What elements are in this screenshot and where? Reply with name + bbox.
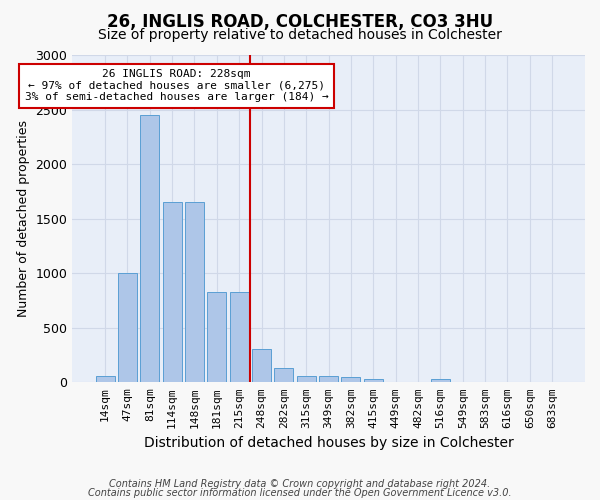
Bar bbox=[252, 349, 271, 382]
Text: 26 INGLIS ROAD: 228sqm
← 97% of detached houses are smaller (6,275)
3% of semi-d: 26 INGLIS ROAD: 228sqm ← 97% of detached… bbox=[25, 69, 328, 102]
Bar bbox=[163, 202, 182, 382]
Bar bbox=[118, 273, 137, 382]
Bar bbox=[140, 115, 159, 382]
Y-axis label: Number of detached properties: Number of detached properties bbox=[17, 120, 30, 317]
Bar bbox=[274, 368, 293, 382]
Bar bbox=[208, 292, 226, 382]
Bar bbox=[297, 376, 316, 382]
Bar bbox=[341, 377, 361, 382]
Bar bbox=[319, 376, 338, 382]
Bar bbox=[364, 379, 383, 382]
Bar bbox=[230, 292, 248, 382]
Bar bbox=[431, 379, 450, 382]
X-axis label: Distribution of detached houses by size in Colchester: Distribution of detached houses by size … bbox=[144, 436, 514, 450]
Text: 26, INGLIS ROAD, COLCHESTER, CO3 3HU: 26, INGLIS ROAD, COLCHESTER, CO3 3HU bbox=[107, 12, 493, 30]
Text: Contains HM Land Registry data © Crown copyright and database right 2024.: Contains HM Land Registry data © Crown c… bbox=[109, 479, 491, 489]
Bar bbox=[185, 202, 204, 382]
Bar bbox=[95, 376, 115, 382]
Text: Contains public sector information licensed under the Open Government Licence v3: Contains public sector information licen… bbox=[88, 488, 512, 498]
Text: Size of property relative to detached houses in Colchester: Size of property relative to detached ho… bbox=[98, 28, 502, 42]
